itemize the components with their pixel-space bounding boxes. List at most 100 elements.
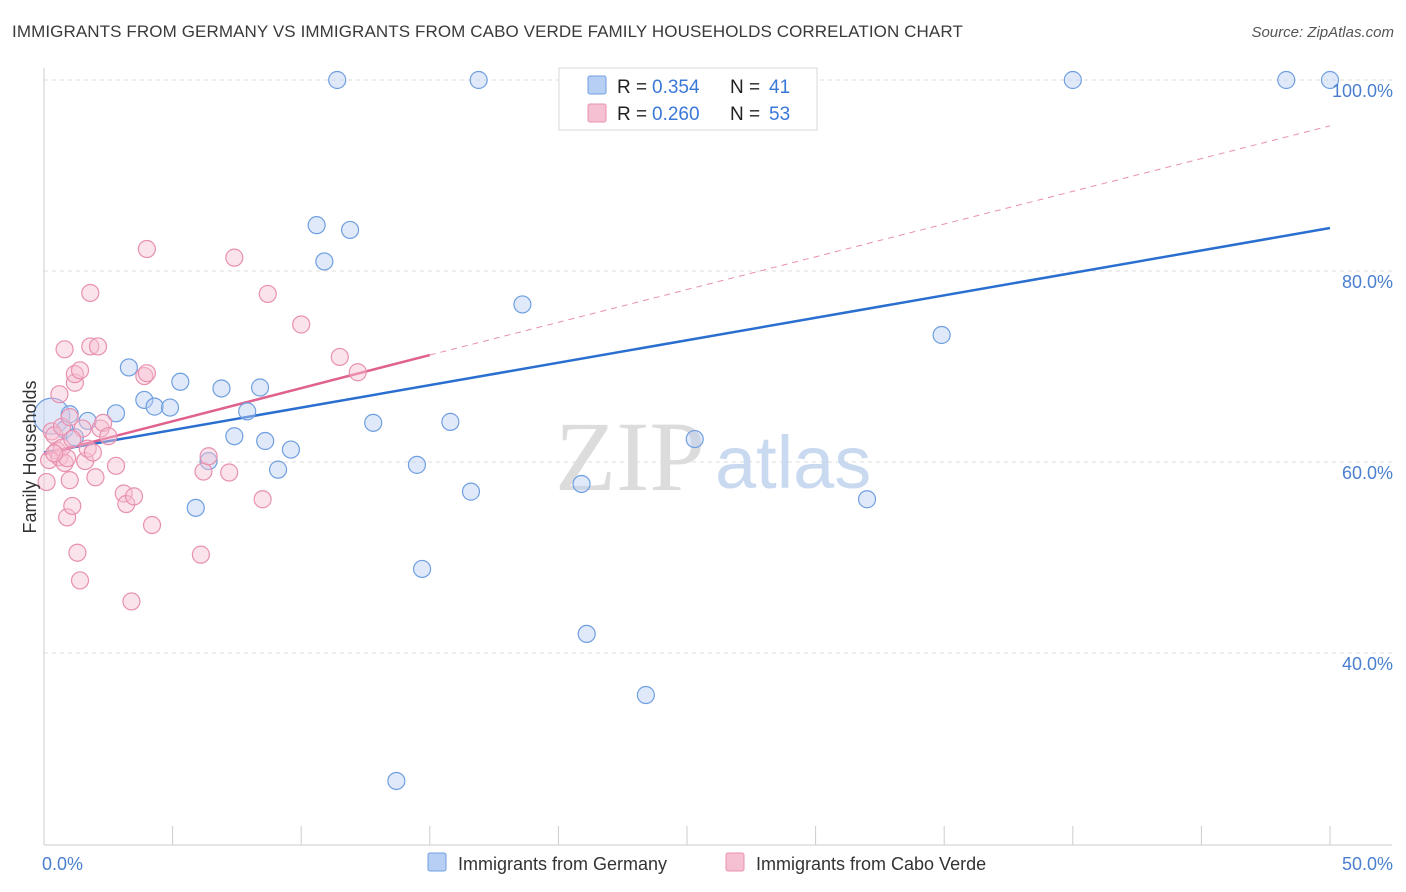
point-caboverde bbox=[86, 468, 105, 487]
legend-r-value-caboverde: 0.260 bbox=[652, 104, 700, 125]
point-germany bbox=[119, 358, 138, 377]
y-tick-label: 40.0% bbox=[1342, 654, 1393, 674]
grid-layer bbox=[44, 79, 1392, 654]
point-caboverde bbox=[60, 408, 79, 427]
x-tick-label: 50.0% bbox=[1342, 854, 1393, 874]
point-caboverde bbox=[63, 429, 82, 449]
axes-layer bbox=[43, 68, 1392, 846]
point-germany bbox=[469, 70, 488, 90]
point-germany bbox=[441, 412, 460, 431]
point-caboverde bbox=[137, 239, 156, 259]
point-caboverde bbox=[253, 490, 272, 509]
point-caboverde bbox=[106, 456, 126, 475]
point-caboverde bbox=[60, 471, 79, 490]
point-germany bbox=[407, 455, 427, 474]
point-germany bbox=[577, 624, 596, 644]
point-germany bbox=[857, 490, 877, 509]
point-caboverde bbox=[50, 385, 69, 404]
point-germany bbox=[387, 771, 406, 791]
point-caboverde bbox=[124, 487, 144, 506]
point-caboverde bbox=[191, 545, 210, 564]
point-germany bbox=[932, 325, 951, 345]
point-germany bbox=[340, 220, 360, 240]
point-caboverde bbox=[52, 417, 72, 436]
point-germany bbox=[685, 429, 704, 449]
point-germany bbox=[268, 460, 288, 479]
point-germany bbox=[160, 398, 180, 417]
y-tick-label: 100.0% bbox=[1332, 81, 1393, 101]
point-caboverde bbox=[37, 472, 56, 492]
point-caboverde bbox=[63, 496, 82, 516]
legend-r-label-germany: R = bbox=[617, 77, 647, 98]
point-caboverde bbox=[292, 315, 311, 334]
point-caboverde bbox=[225, 248, 244, 267]
point-caboverde bbox=[137, 364, 156, 383]
x-tick-label: 0.0% bbox=[42, 854, 83, 874]
point-caboverde bbox=[114, 484, 133, 503]
legend-box: R = 0.354 N = 41 R = 0.260 N = 53 bbox=[558, 67, 818, 131]
bottom-legend-swatch-caboverde bbox=[725, 852, 745, 872]
point-germany bbox=[250, 378, 270, 397]
point-germany bbox=[328, 70, 347, 90]
point-caboverde bbox=[70, 361, 90, 380]
point-caboverde bbox=[199, 447, 218, 466]
point-caboverde bbox=[122, 592, 141, 611]
bottom-legend-label-caboverde: Immigrants from Cabo Verde bbox=[756, 854, 986, 874]
legend-swatch-germany bbox=[587, 75, 607, 95]
point-germany bbox=[1277, 70, 1296, 90]
point-caboverde bbox=[70, 571, 90, 590]
chart-title: IMMIGRANTS FROM GERMANY VS IMMIGRANTS FR… bbox=[12, 22, 963, 41]
point-germany bbox=[572, 474, 591, 494]
point-germany bbox=[199, 451, 218, 471]
point-caboverde bbox=[88, 337, 108, 356]
watermark: ZIP atlas bbox=[555, 401, 871, 512]
legend-swatch-caboverde bbox=[587, 103, 607, 123]
point-germany bbox=[186, 498, 205, 517]
trend-line-caboverde-extension bbox=[429, 125, 1331, 356]
watermark-atlas: atlas bbox=[715, 421, 871, 504]
point-caboverde bbox=[194, 462, 213, 481]
point-germany bbox=[212, 379, 231, 398]
point-germany bbox=[106, 404, 126, 423]
point-caboverde bbox=[99, 427, 118, 446]
point-germany bbox=[412, 559, 432, 579]
y-axis-label: Family Households bbox=[20, 380, 40, 533]
point-caboverde bbox=[142, 515, 162, 535]
point-caboverde bbox=[81, 337, 100, 356]
point-germany bbox=[1320, 70, 1340, 90]
point-caboverde bbox=[220, 463, 239, 482]
source-label: Source: ZipAtlas.com bbox=[1251, 24, 1394, 41]
watermark-zip: ZIP bbox=[555, 401, 705, 512]
legend-r-value-germany: 0.354 bbox=[652, 77, 700, 98]
legend-n-value-caboverde: 53 bbox=[769, 104, 790, 125]
point-germany bbox=[513, 295, 532, 314]
point-caboverde bbox=[58, 508, 77, 527]
point-caboverde bbox=[330, 347, 349, 367]
point-germany bbox=[256, 431, 275, 451]
y-tick-label: 60.0% bbox=[1342, 463, 1393, 483]
ticks-layer: 40.0% 60.0% 80.0% 100.0% 0.0% 50.0% bbox=[42, 81, 1393, 874]
point-germany bbox=[171, 372, 190, 391]
trend-line-caboverde bbox=[43, 353, 431, 456]
point-germany bbox=[636, 685, 655, 705]
point-caboverde bbox=[83, 443, 102, 462]
point-caboverde bbox=[45, 444, 64, 463]
point-caboverde bbox=[55, 340, 74, 359]
point-germany bbox=[1063, 70, 1082, 90]
point-germany bbox=[364, 413, 383, 432]
point-germany bbox=[307, 216, 326, 235]
trend-line-germany bbox=[43, 226, 1331, 454]
bottom-legend-label-germany: Immigrants from Germany bbox=[458, 854, 667, 874]
point-germany bbox=[461, 482, 481, 501]
point-caboverde bbox=[117, 494, 136, 514]
legend-r-label-caboverde: R = bbox=[617, 104, 647, 125]
point-caboverde bbox=[258, 284, 277, 304]
legend-n-label-germany: N = bbox=[730, 77, 760, 98]
point-caboverde bbox=[348, 363, 367, 382]
point-caboverde bbox=[81, 283, 100, 303]
point-germany bbox=[135, 390, 154, 410]
bottom-legend: Immigrants from Germany Immigrants from … bbox=[427, 852, 986, 874]
legend-n-value-germany: 41 bbox=[769, 77, 790, 98]
point-germany bbox=[281, 440, 301, 459]
